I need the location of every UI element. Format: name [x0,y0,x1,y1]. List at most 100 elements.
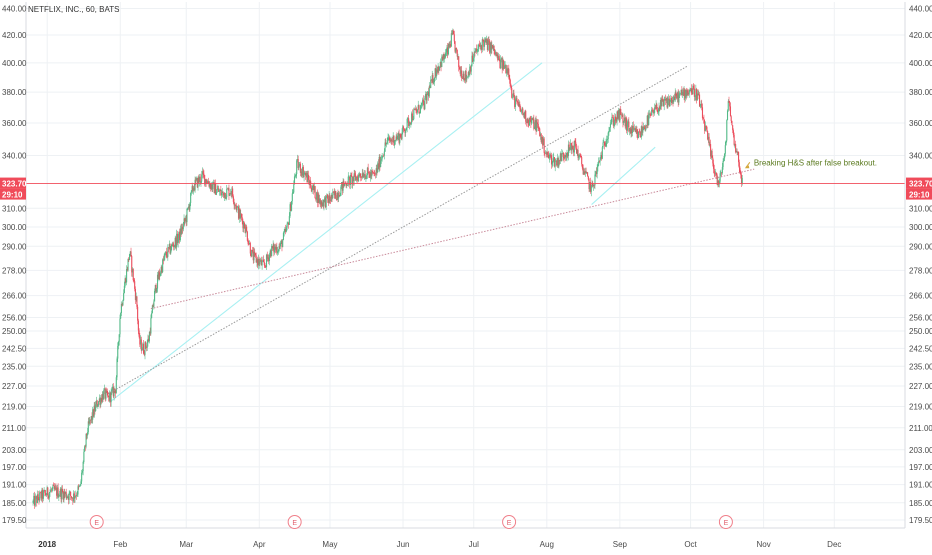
candle-body [422,99,424,104]
y-tick-right: 340.00 [909,152,932,161]
chart-title: NETFLIX, INC., 60, BATS [28,5,119,14]
candle-body [164,252,166,258]
candle-body [103,390,105,400]
candle-body [241,217,243,222]
y-tick-right: 420.00 [909,31,932,40]
candle-body [664,98,666,101]
candle-body [253,251,255,261]
candle-body [568,144,570,150]
candle-body [667,100,669,108]
candle-body [259,261,261,265]
candle-body [741,177,743,184]
candle-body [273,244,275,253]
candle-body [120,312,122,319]
candle-body [266,254,268,259]
candle-body [683,89,685,96]
candle-body [346,185,348,186]
earnings-marker[interactable] [287,515,302,529]
earnings-marker[interactable] [502,515,517,529]
candle-body [416,109,419,113]
y-tick-right: 256.00 [909,313,932,322]
candle-body [582,168,584,175]
candle-body [188,206,190,210]
candle-body [379,156,381,168]
candle-body [731,120,733,126]
candle-body [566,152,568,157]
candle-body [654,107,656,109]
candle-body [505,65,507,74]
candle-body [220,189,222,196]
candle-body [555,160,557,162]
candle-body [531,118,533,120]
candle-body [182,226,184,230]
countdown-badge-left [0,188,26,200]
candle-body [314,186,316,199]
candle-body [560,153,562,162]
candle-body [704,125,706,131]
candle-body [276,247,278,254]
candle-body [433,77,435,83]
candle-body [685,89,687,97]
candle-body [119,318,121,335]
earnings-marker-label: E [292,520,297,527]
candle-body [716,175,718,185]
candle-body [218,190,220,192]
candle-body [691,92,693,95]
candle-body [231,188,233,195]
earnings-marker[interactable] [718,515,733,529]
candle-body [578,156,580,158]
candle-body [429,86,431,88]
candle-body [466,77,468,80]
candle-body [78,486,81,487]
y-tick-right: 227.00 [909,382,932,391]
candle-body [517,102,519,103]
candle-body [84,446,86,452]
candle-body [274,246,276,253]
candle-body [617,111,619,119]
candle-body [569,147,571,150]
y-tick-left: 300.00 [2,223,27,232]
countdown-badge-right [906,188,932,200]
candle-body [537,123,539,129]
candle-body [621,114,623,116]
candle-body [701,104,703,108]
candle-body [450,44,452,47]
candle-body [634,128,637,133]
candle-body [174,237,176,246]
candle-body [371,171,373,177]
candle-body [272,244,274,249]
candle-body [552,158,554,164]
candle-body [643,126,645,131]
candle-body [154,284,156,291]
candle-body [439,61,441,67]
y-tick-right: 235.00 [909,362,932,371]
candle-body [514,95,516,107]
candle-body [549,154,551,157]
candle-body [468,72,470,76]
candle-body [457,56,459,57]
candle-body [141,349,143,351]
candle-body [42,489,44,499]
candle-body [382,155,384,157]
candle-body [659,99,662,109]
candle-body [79,484,81,487]
candle-body [89,419,92,421]
candle-body [275,247,277,250]
candle-body [35,496,37,498]
x-tick-label: Apr [253,540,266,549]
candle-body [64,491,66,495]
candle-body [641,126,643,133]
earnings-marker[interactable] [89,515,104,529]
candle-body [610,122,612,124]
candle-body [430,79,432,88]
candle-body [92,409,95,417]
candle-body [130,251,132,257]
trendline [591,146,656,205]
candle-body [36,494,39,503]
candle-body [663,100,665,106]
annotations: Breaking H&S after false breakout. [744,158,877,169]
candle-body [183,218,185,224]
